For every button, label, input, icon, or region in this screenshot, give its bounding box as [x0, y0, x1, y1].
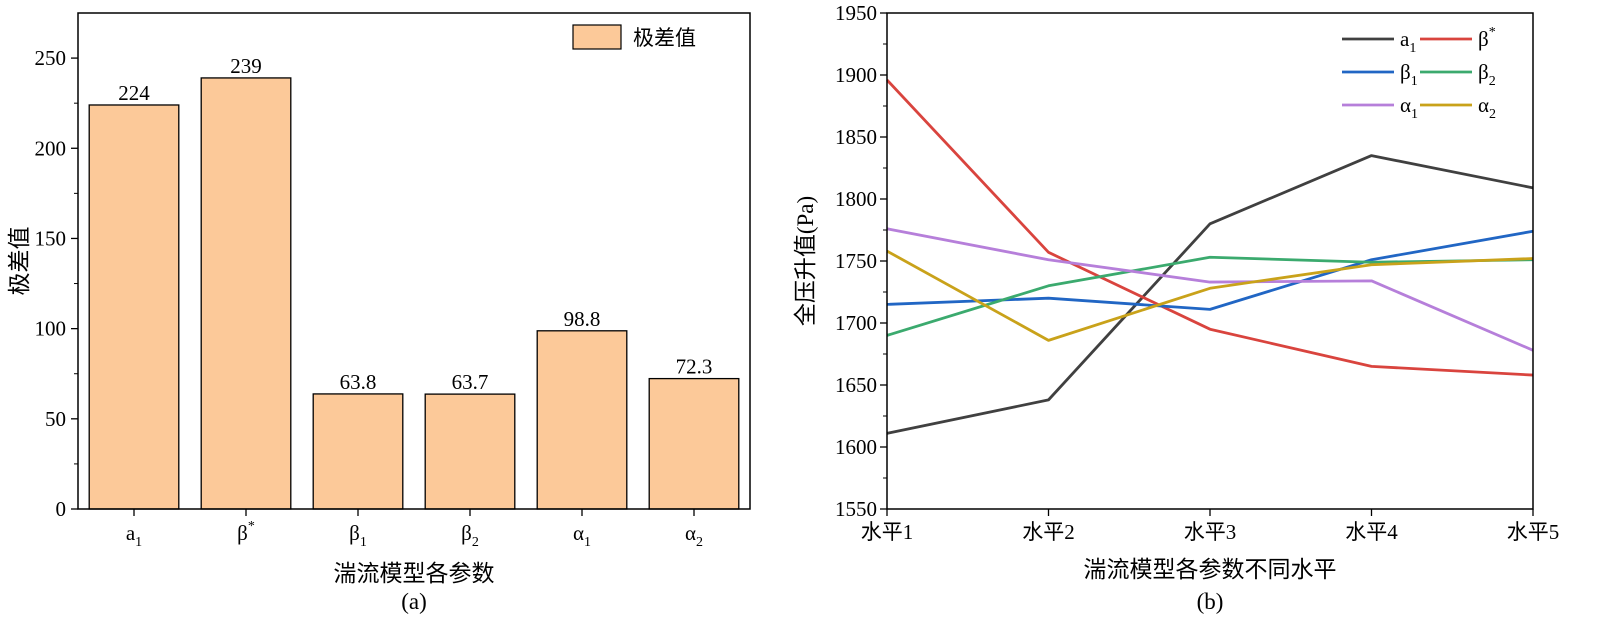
- y-tick-label: 0: [56, 497, 67, 521]
- y-axis-label: 极差值: [7, 227, 32, 296]
- x-tick-label-base: β: [349, 521, 360, 545]
- y-tick-label: 1950: [835, 1, 877, 25]
- x-tick-label: 水平3: [1184, 520, 1237, 544]
- bar: [312, 393, 404, 510]
- x-tick-label: 水平1: [861, 520, 914, 544]
- legend-label: α2: [1478, 93, 1496, 122]
- legend-label-sup: *: [1489, 25, 1496, 40]
- bar: [424, 393, 516, 510]
- legend-label-base: α: [1400, 93, 1411, 117]
- y-tick-label: 50: [45, 407, 66, 431]
- x-tick-label: β1: [349, 521, 367, 550]
- y-tick-label: 1900: [835, 63, 877, 87]
- x-tick-label: 水平4: [1345, 520, 1398, 544]
- x-tick-label: β*: [237, 519, 255, 545]
- legend-label-sub: 2: [1489, 74, 1496, 89]
- legend-label-base: α: [1478, 93, 1489, 117]
- x-axis-label: 湍流模型各参数不同水平: [1084, 557, 1337, 582]
- bar-data-label: 239: [230, 54, 262, 78]
- y-tick-label: 1700: [835, 311, 877, 335]
- plot-frame: [77, 12, 751, 510]
- panel-label: (a): [401, 589, 427, 614]
- x-tick-label-sub: 1: [360, 535, 367, 550]
- y-tick-label: 1550: [835, 497, 877, 521]
- bar-data-label: 72.3: [676, 355, 713, 379]
- series-line: [886, 249, 1534, 342]
- panel-label: (b): [1197, 589, 1224, 614]
- series-line: [886, 229, 1534, 311]
- x-tick-label-sup: *: [248, 519, 255, 534]
- series-line: [886, 255, 1534, 337]
- bar-data-label: 224: [118, 81, 150, 105]
- legend-label: a1: [1400, 27, 1416, 56]
- legend-label-sub: 1: [1411, 107, 1418, 122]
- x-tick-label-base: β: [461, 521, 472, 545]
- legend-label-base: β: [1478, 27, 1489, 51]
- legend-label: β2: [1478, 60, 1496, 89]
- legend-label: β*: [1478, 25, 1496, 51]
- y-tick-label: 1800: [835, 187, 877, 211]
- x-tick-label-sub: 1: [584, 535, 591, 550]
- plot-frame: [886, 12, 1534, 510]
- y-tick-label: 1600: [835, 435, 877, 459]
- x-tick-label-base: α: [685, 521, 696, 545]
- x-tick-label-sub: 2: [472, 535, 479, 550]
- y-tick-label: 1650: [835, 373, 877, 397]
- x-tick-label: 水平2: [1022, 520, 1075, 544]
- legend-swatch: [572, 24, 622, 50]
- line-chart-panel: 1550 1600 1650 1700 1750 1800 1850 1900 1950 水平1 水…: [793, 1, 1559, 614]
- x-tick-label: α2: [685, 521, 703, 550]
- legend-label-base: β: [1478, 60, 1489, 84]
- y-tick-label: 200: [35, 136, 67, 160]
- bar: [200, 77, 292, 510]
- legend-label: 极差值: [633, 26, 696, 50]
- y-tick-label: 150: [35, 226, 67, 250]
- x-tick-label: α1: [573, 521, 591, 550]
- legend-label-sub: 2: [1489, 107, 1496, 122]
- bar: [648, 377, 740, 510]
- y-tick-label: 1850: [835, 125, 877, 149]
- series-line: [886, 154, 1534, 435]
- x-tick-label: 水平5: [1507, 520, 1560, 544]
- y-tick-label: 250: [35, 46, 67, 70]
- legend-label-base: β: [1400, 60, 1411, 84]
- bar-data-label: 63.8: [340, 370, 377, 394]
- legend-label-sub: 1: [1411, 74, 1418, 89]
- x-tick-label-base: a: [126, 521, 136, 545]
- y-axis-label: 全压升值(Pa): [793, 196, 818, 326]
- legend-label: β1: [1400, 60, 1418, 89]
- bar: [536, 330, 628, 510]
- bar-data-label: 63.7: [452, 370, 489, 394]
- y-tick-label: 100: [35, 317, 67, 341]
- legend-label-base: a: [1400, 27, 1410, 51]
- x-tick-label: a1: [126, 521, 142, 550]
- x-tick-label: β2: [461, 521, 479, 550]
- bar-chart-panel: 050100150200250224a1239β*63.8β163.7β298.…: [7, 12, 751, 614]
- x-tick-label-sub: 1: [135, 535, 142, 550]
- x-axis-label: 湍流模型各参数: [334, 561, 495, 586]
- legend-label-sub: 1: [1409, 41, 1416, 56]
- bar: [88, 104, 180, 510]
- x-tick-label-base: α: [573, 521, 584, 545]
- legend-label: α1: [1400, 93, 1418, 122]
- series-line: [886, 227, 1534, 352]
- series-line: [885, 79, 1534, 377]
- bar-data-label: 98.8: [564, 307, 601, 331]
- y-tick-label: 1750: [835, 249, 877, 273]
- x-tick-label-base: β: [237, 521, 248, 545]
- x-tick-label-sub: 2: [696, 535, 703, 550]
